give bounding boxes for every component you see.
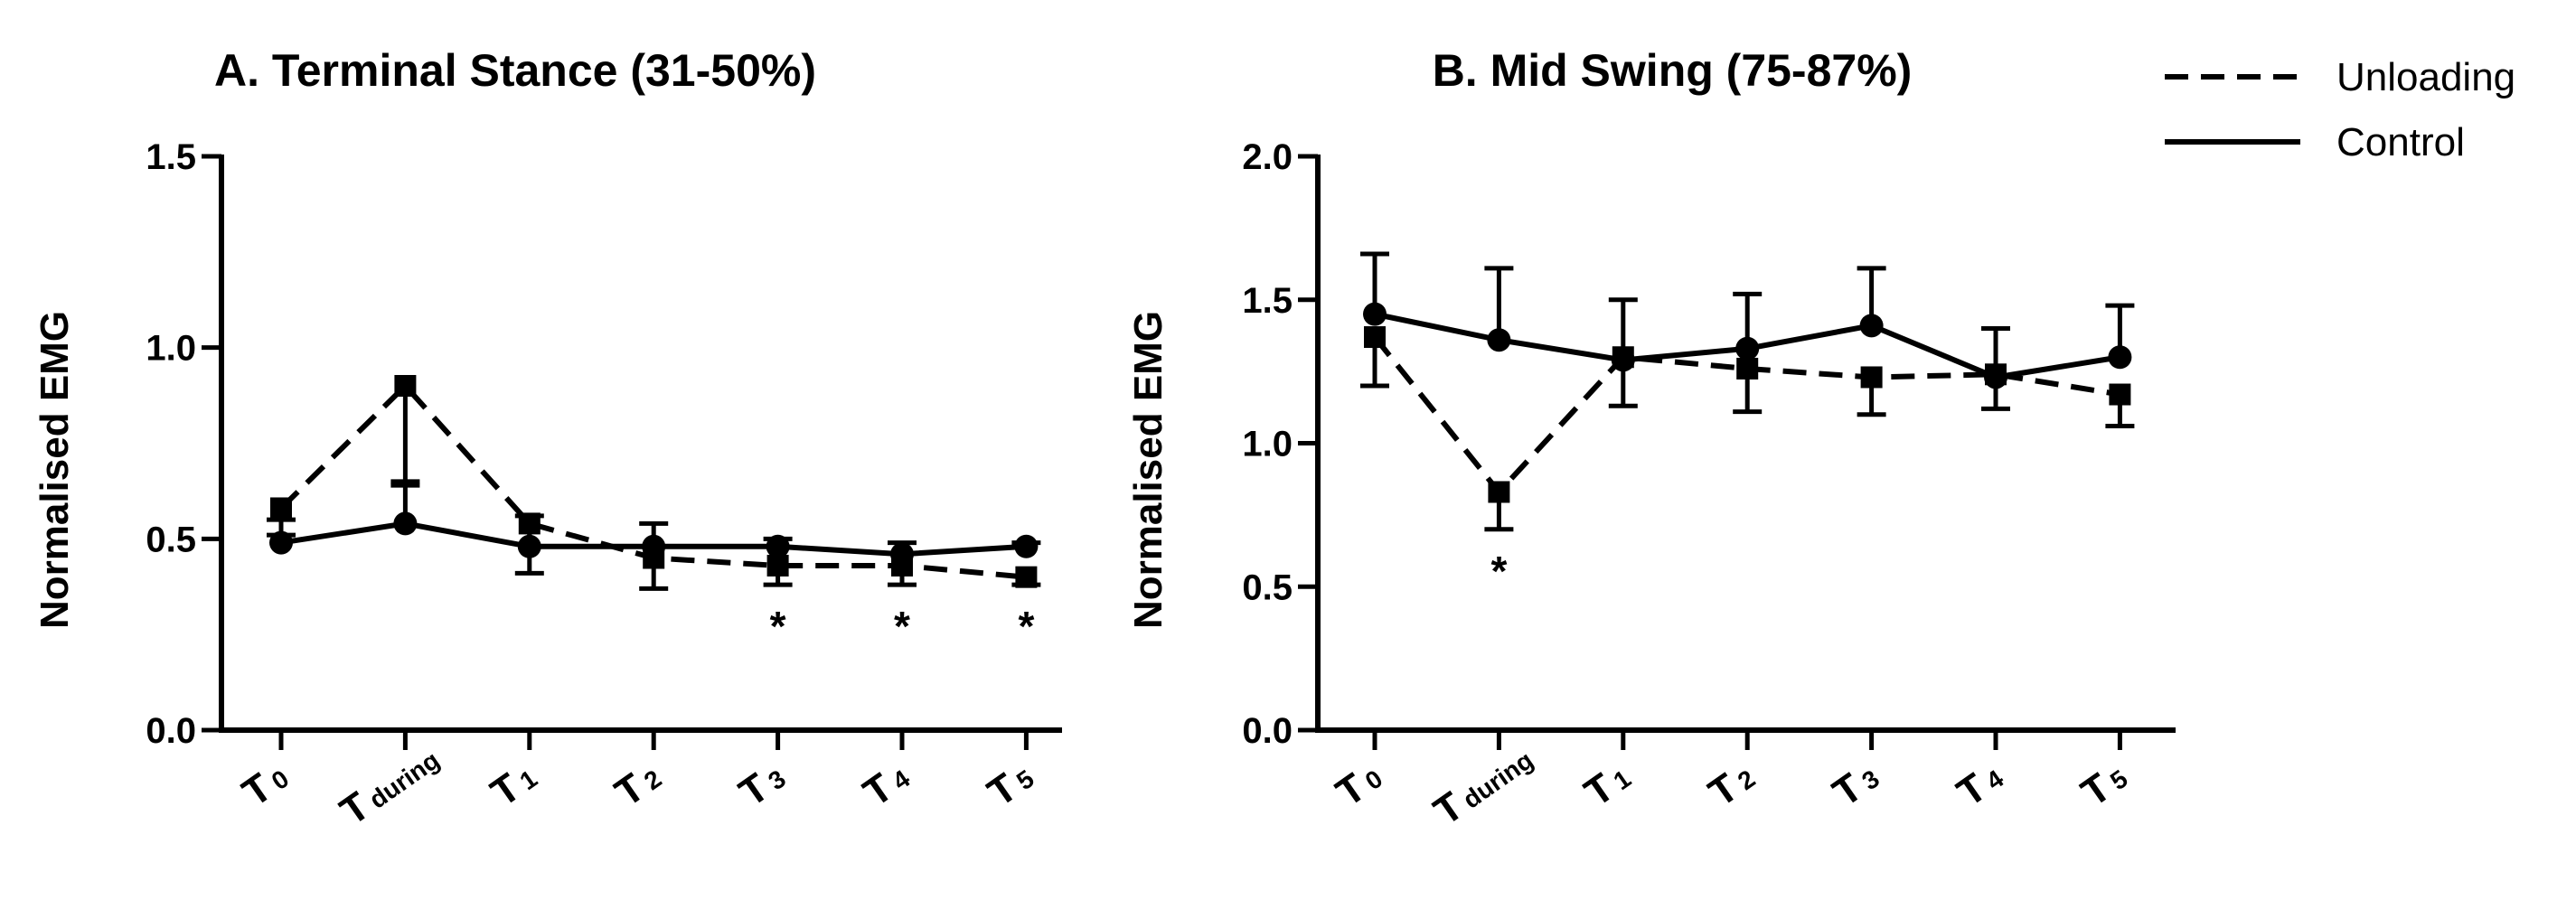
legend: Unloading Control [2165, 55, 2515, 164]
panel-a-y-tick-label: 1.5 [146, 137, 196, 177]
panel-a-series-unloading-point [766, 554, 789, 577]
panel-a-series-control-point [642, 534, 666, 558]
panel-a-x-tick-label: T5 [980, 754, 1041, 815]
panel-a-series-control-point [890, 542, 914, 567]
panel-a-significance-star: * [1018, 603, 1034, 650]
panel-b-series-control-point [1487, 328, 1511, 352]
panel-a-y-tick-label: 0.5 [146, 520, 196, 559]
panel-a-x-tick-label: T4 [856, 754, 917, 815]
panel-b-y-tick-label: 0.0 [1242, 711, 1293, 751]
panel-b-series-unloading-point [1364, 326, 1386, 349]
panel-b-series-unloading-point [2109, 383, 2131, 406]
panel-b-x-tick-label: T5 [2073, 754, 2135, 815]
legend-unloading-label: Unloading [2336, 55, 2515, 99]
panel-a-series-unloading-point [394, 375, 417, 397]
panel-b-y-tick-label: 0.5 [1242, 567, 1293, 607]
panel-a-x-tick-label: T2 [607, 754, 669, 815]
panel-b-series-unloading-point [1488, 481, 1510, 503]
panel-b-series-control-point [1984, 365, 2007, 389]
panel-b-x-tick-label: T0 [1329, 754, 1390, 815]
panel-a-y-axis-label: Normalised EMG [33, 311, 77, 629]
panel-b-x-tick-label: T4 [1950, 754, 2011, 815]
panel-b-plot: 0.0 0.5 1.0 1.5 2.0 T0 Tduring T1 T2 T3 T4 T5 * [1242, 137, 2176, 834]
panel-b-x-tick-label: Tduring [1426, 736, 1540, 834]
panel-a-y-tick-label: 0.0 [146, 711, 196, 751]
panel-a-series-control-point [393, 511, 418, 536]
panel-a-x-tick-label: T0 [235, 754, 296, 815]
panel-a-series-unloading-point [1015, 566, 1038, 588]
panel-a-series-unloading-point [270, 497, 292, 520]
panel-a-plot: 0.0 0.5 1.0 1.5 T0 Tduring T1 T2 T3 T4 T5 * * * [146, 137, 1062, 834]
panel-a-series-control-point [1014, 534, 1039, 558]
panel-b: B. Mid Swing (75-87%) Normalised EMG 0.0… [1126, 45, 2176, 834]
panel-b-series-control-point [1735, 336, 1760, 361]
panel-b-x-tick-label: T2 [1701, 754, 1763, 815]
panel-b-title: B. Mid Swing (75-87%) [1433, 45, 1913, 96]
panel-a-significance-star: * [894, 603, 910, 650]
panel-b-y-tick-label: 1.0 [1242, 425, 1293, 464]
panel-b-series-unloading-point [1736, 357, 1759, 380]
panel-b-x-tick-label: T1 [1576, 754, 1638, 815]
panel-b-y-tick-label: 1.5 [1242, 281, 1293, 321]
panel-b-series-control-point [1611, 348, 1635, 372]
panel-a-y-tick-label: 1.0 [146, 329, 196, 369]
panel-b-series-control-point [2108, 345, 2132, 370]
panel-a-series-control-point [517, 534, 541, 558]
panel-b-y-tick-label: 2.0 [1242, 137, 1293, 177]
panel-b-series-control-point [1363, 302, 1387, 326]
panel-b-series-control-point [1859, 314, 1884, 338]
panel-b-x-tick-label: T3 [1825, 754, 1886, 815]
legend-control-label: Control [2336, 120, 2465, 164]
panel-b-significance-star: * [1490, 548, 1507, 595]
panel-a-series-control-point [269, 530, 293, 555]
panel-a-x-tick-label: T1 [483, 754, 544, 815]
panel-a-x-tick-label: T3 [731, 754, 793, 815]
panel-a-title: A. Terminal Stance (31-50%) [214, 45, 816, 96]
panel-a-x-tick-label: Tduring [333, 736, 447, 834]
panel-a: A. Terminal Stance (31-50%) Normalised E… [33, 45, 1062, 834]
panel-b-y-axis-label: Normalised EMG [1126, 311, 1170, 629]
panel-a-series-control-point [766, 534, 790, 558]
panel-a-significance-star: * [770, 603, 786, 650]
panel-b-series-unloading-point [1860, 366, 1883, 389]
